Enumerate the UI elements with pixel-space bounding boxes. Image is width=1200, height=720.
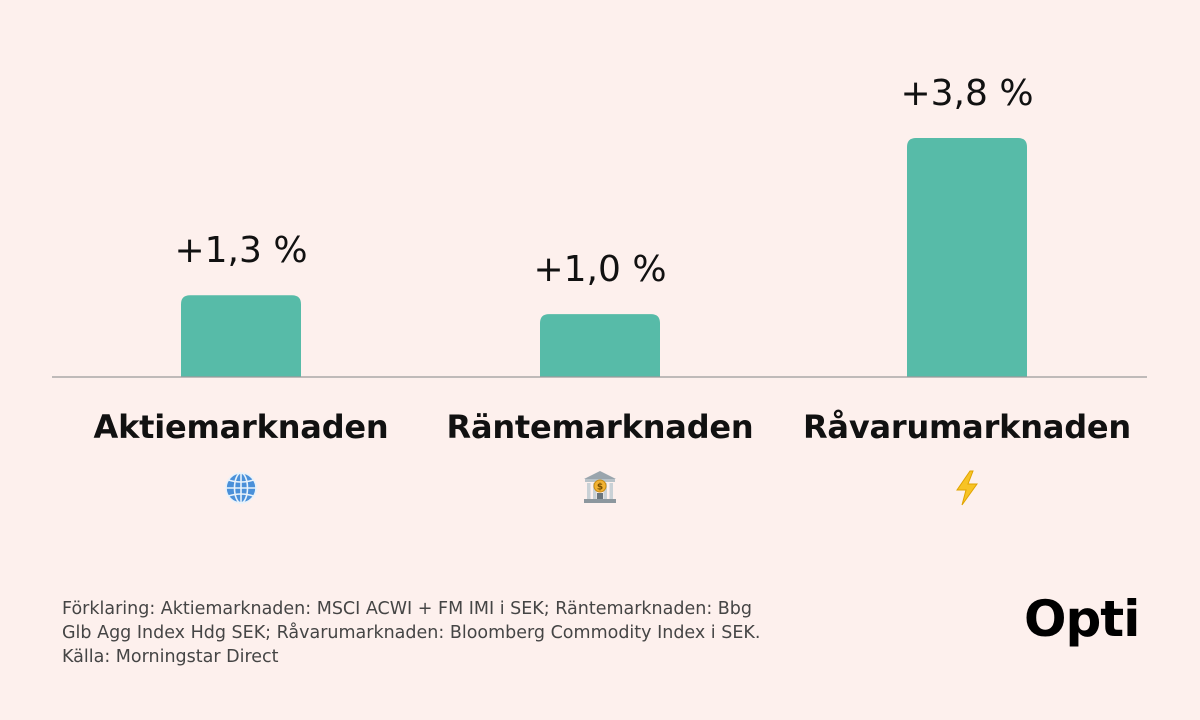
bar-ravarumarknaden [907,138,1027,377]
bars-layer [181,138,1027,377]
category-label-rantemarknaden: Räntemarknaden [446,408,754,446]
svg-text:$: $ [597,483,603,493]
category-label-aktiemarknaden: Aktiemarknaden [93,408,389,446]
globe-icon [225,472,257,504]
footnote-line-1: Förklaring: Aktiemarknaden: MSCI ACWI + … [62,599,753,619]
data-label-rantemarknaden: +1,0 % [533,249,666,290]
bank-icon: $ [584,471,616,503]
data-label-aktiemarknaden: +1,3 % [174,230,307,271]
opti-logo: Opti [1024,590,1140,648]
bar-aktiemarknaden [181,295,301,377]
category-label-ravarumarknaden: Råvarumarknaden [802,408,1132,446]
footnote-line-2: Glb Agg Index Hdg SEK; Råvarumarknaden: … [62,623,761,643]
footnote-line-3: Källa: Morningstar Direct [62,647,279,667]
chart-footnote: Förklaring: Aktiemarknaden: MSCI ACWI + … [62,597,922,669]
data-label-ravarumarknaden: +3,8 % [900,73,1033,114]
data-labels-layer: +1,3 % +1,0 % +3,8 % [174,73,1033,290]
bar-rantemarknaden [540,314,660,377]
lightning-icon [956,470,978,506]
